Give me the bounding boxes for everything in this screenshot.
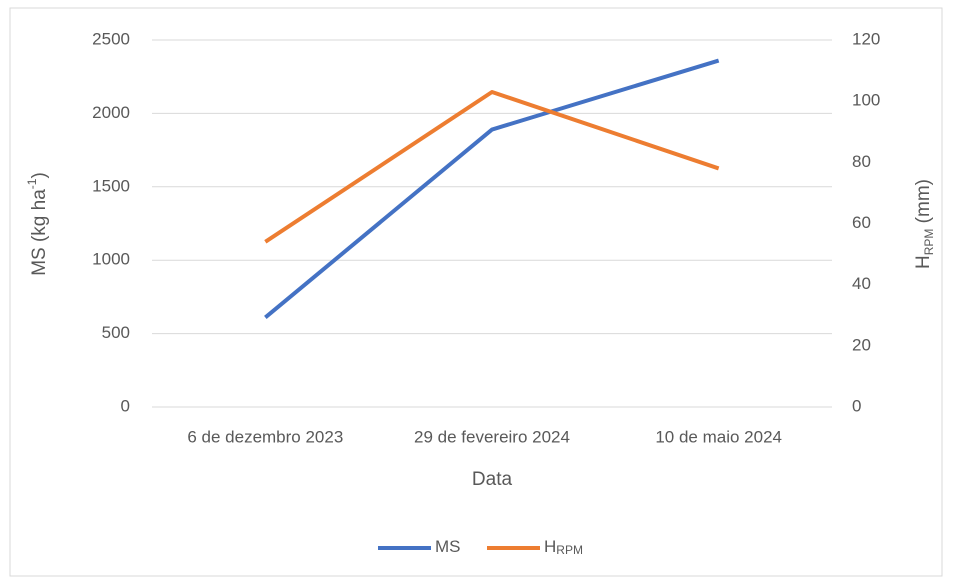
y2-tick-label: 60: [852, 213, 871, 232]
legend-label-sub: RPM: [556, 543, 583, 557]
legend-label: HRPM: [544, 537, 583, 557]
y-tick-label: 1000: [92, 250, 130, 269]
series-line: [264, 58, 720, 319]
series-line: [264, 89, 720, 244]
y2-tick-label: 20: [852, 335, 871, 354]
y2-tick-label: 120: [852, 29, 880, 48]
y-tick-label: 500: [102, 323, 130, 342]
y2-axis-title-main: H: [913, 255, 934, 269]
legend-label: MS: [435, 537, 461, 556]
y2-tick-label: 40: [852, 274, 871, 293]
y-tick-label: 0: [121, 396, 130, 415]
x-tick-label: 6 de dezembro 2023: [187, 427, 343, 446]
y2-axis-title-sub: RPM: [922, 229, 936, 256]
y-tick-label: 1500: [92, 176, 130, 195]
y-tick-label: 2000: [92, 103, 130, 122]
legend-label-main: MS: [435, 537, 461, 556]
y-axis-title: MS (kg ha-1): [25, 172, 50, 276]
x-tick-label: 29 de fevereiro 2024: [414, 427, 570, 446]
y2-axis-title: HRPM (mm): [913, 179, 936, 269]
y-axis-title-sup: -1: [25, 178, 39, 189]
y-tick-label: 2500: [92, 29, 130, 48]
y2-axis-title-end: (mm): [913, 179, 934, 229]
y2-tick-label: 100: [852, 91, 880, 110]
x-axis-title: Data: [472, 469, 513, 490]
y-axis-title-end: ): [29, 172, 50, 178]
chart-border: [9, 7, 943, 577]
y2-tick-label: 80: [852, 152, 871, 171]
legend-label-main: H: [544, 537, 556, 556]
x-tick-label: 10 de maio 2024: [655, 427, 782, 446]
y-axis-title-main: MS (kg ha: [29, 189, 50, 276]
y2-tick-label: 0: [852, 396, 861, 415]
